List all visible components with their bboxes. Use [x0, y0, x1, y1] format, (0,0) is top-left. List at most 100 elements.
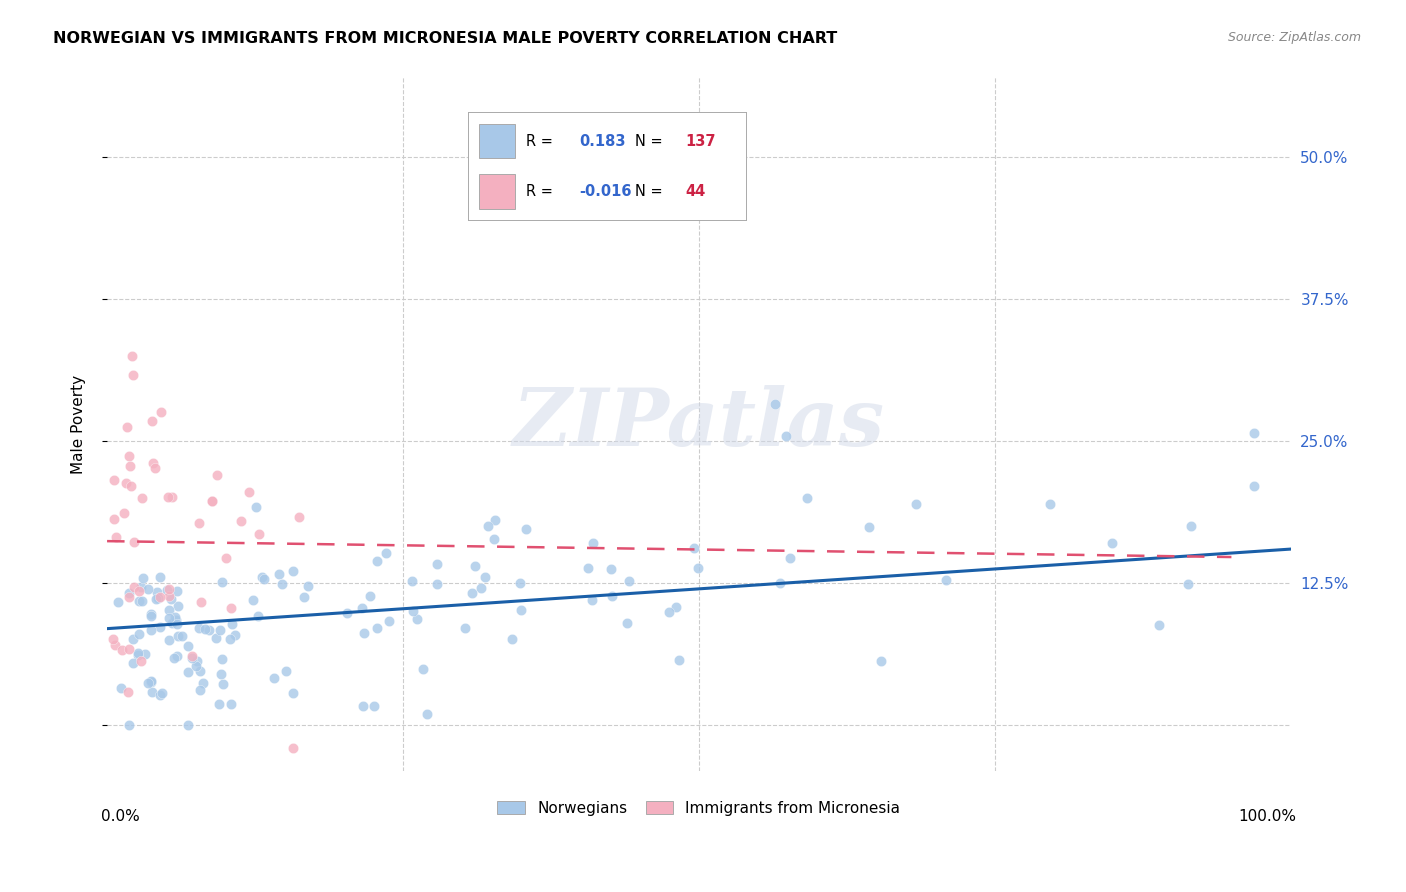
Point: [188, 683, 211, 698]
Point: [143, 460, 166, 475]
Point: [163, 610, 186, 624]
Point: [117, 420, 139, 434]
Point: [160, 615, 183, 630]
Point: [194, 622, 217, 636]
Point: [426, 577, 449, 591]
Point: [224, 628, 246, 642]
Point: [869, 654, 891, 668]
Point: [1039, 498, 1062, 512]
Point: [188, 664, 211, 678]
Point: [120, 459, 142, 474]
Point: [474, 570, 496, 584]
Point: [470, 581, 492, 595]
Point: [1177, 576, 1199, 591]
Point: [118, 590, 141, 604]
Text: ZIPatlas: ZIPatlas: [513, 385, 884, 463]
Point: [184, 658, 207, 673]
Point: [115, 475, 138, 490]
Point: [111, 643, 134, 657]
Point: [219, 601, 242, 615]
Point: [263, 671, 285, 685]
Point: [484, 513, 506, 527]
Point: [218, 632, 240, 647]
Point: [103, 473, 125, 487]
Point: [336, 606, 359, 620]
Point: [1147, 618, 1170, 632]
Point: [658, 605, 681, 619]
Text: 100.0%: 100.0%: [1239, 809, 1296, 824]
Point: [245, 500, 267, 514]
Point: [292, 590, 315, 604]
Point: [150, 686, 173, 700]
Point: [297, 579, 319, 593]
Point: [1243, 426, 1265, 441]
Point: [484, 532, 506, 546]
Point: [378, 615, 401, 629]
Point: [1243, 479, 1265, 493]
Point: [146, 591, 169, 605]
Point: [122, 368, 145, 383]
Point: [600, 590, 623, 604]
Point: [160, 591, 183, 606]
Point: [582, 536, 605, 550]
Point: [221, 617, 243, 632]
Point: [146, 585, 169, 599]
Point: [229, 514, 252, 528]
Point: [201, 494, 224, 508]
Point: [122, 632, 145, 647]
Point: [157, 632, 180, 647]
Point: [359, 590, 381, 604]
Point: [187, 516, 209, 531]
Point: [281, 686, 304, 700]
Point: [205, 468, 228, 483]
Point: [157, 611, 180, 625]
Point: [170, 629, 193, 643]
Point: [120, 479, 142, 493]
Point: [366, 621, 388, 635]
Point: [149, 688, 172, 702]
Point: [159, 582, 181, 597]
Point: [247, 526, 270, 541]
Point: [276, 664, 298, 678]
Legend: Norwegians, Immigrants from Micronesia: Norwegians, Immigrants from Micronesia: [491, 795, 907, 822]
Point: [141, 414, 163, 428]
Point: [219, 697, 242, 711]
Point: [509, 575, 531, 590]
Text: NORWEGIAN VS IMMIGRANTS FROM MICRONESIA MALE POVERTY CORRELATION CHART: NORWEGIAN VS IMMIGRANTS FROM MICRONESIA …: [53, 31, 838, 46]
Point: [122, 535, 145, 549]
Point: [193, 676, 215, 690]
Point: [181, 651, 204, 665]
Point: [132, 571, 155, 585]
Point: [117, 684, 139, 698]
Point: [156, 491, 179, 505]
Point: [211, 651, 233, 665]
Point: [127, 648, 149, 662]
Text: 0.0%: 0.0%: [101, 809, 141, 824]
Point: [129, 581, 152, 595]
Point: [157, 603, 180, 617]
Point: [242, 592, 264, 607]
Point: [366, 553, 388, 567]
Point: [215, 550, 238, 565]
Point: [177, 639, 200, 653]
Point: [139, 674, 162, 689]
Point: [166, 599, 188, 613]
Point: [1101, 536, 1123, 550]
Point: [464, 559, 486, 574]
Point: [198, 623, 221, 637]
Point: [405, 612, 427, 626]
Point: [136, 676, 159, 690]
Point: [141, 674, 163, 689]
Point: [576, 561, 599, 575]
Point: [461, 586, 484, 600]
Point: [141, 685, 163, 699]
Point: [905, 497, 928, 511]
Point: [145, 592, 167, 607]
Point: [149, 590, 172, 604]
Point: [201, 493, 224, 508]
Point: [118, 718, 141, 732]
Point: [1180, 518, 1202, 533]
Point: [363, 699, 385, 714]
Point: [352, 600, 374, 615]
Point: [401, 574, 423, 589]
